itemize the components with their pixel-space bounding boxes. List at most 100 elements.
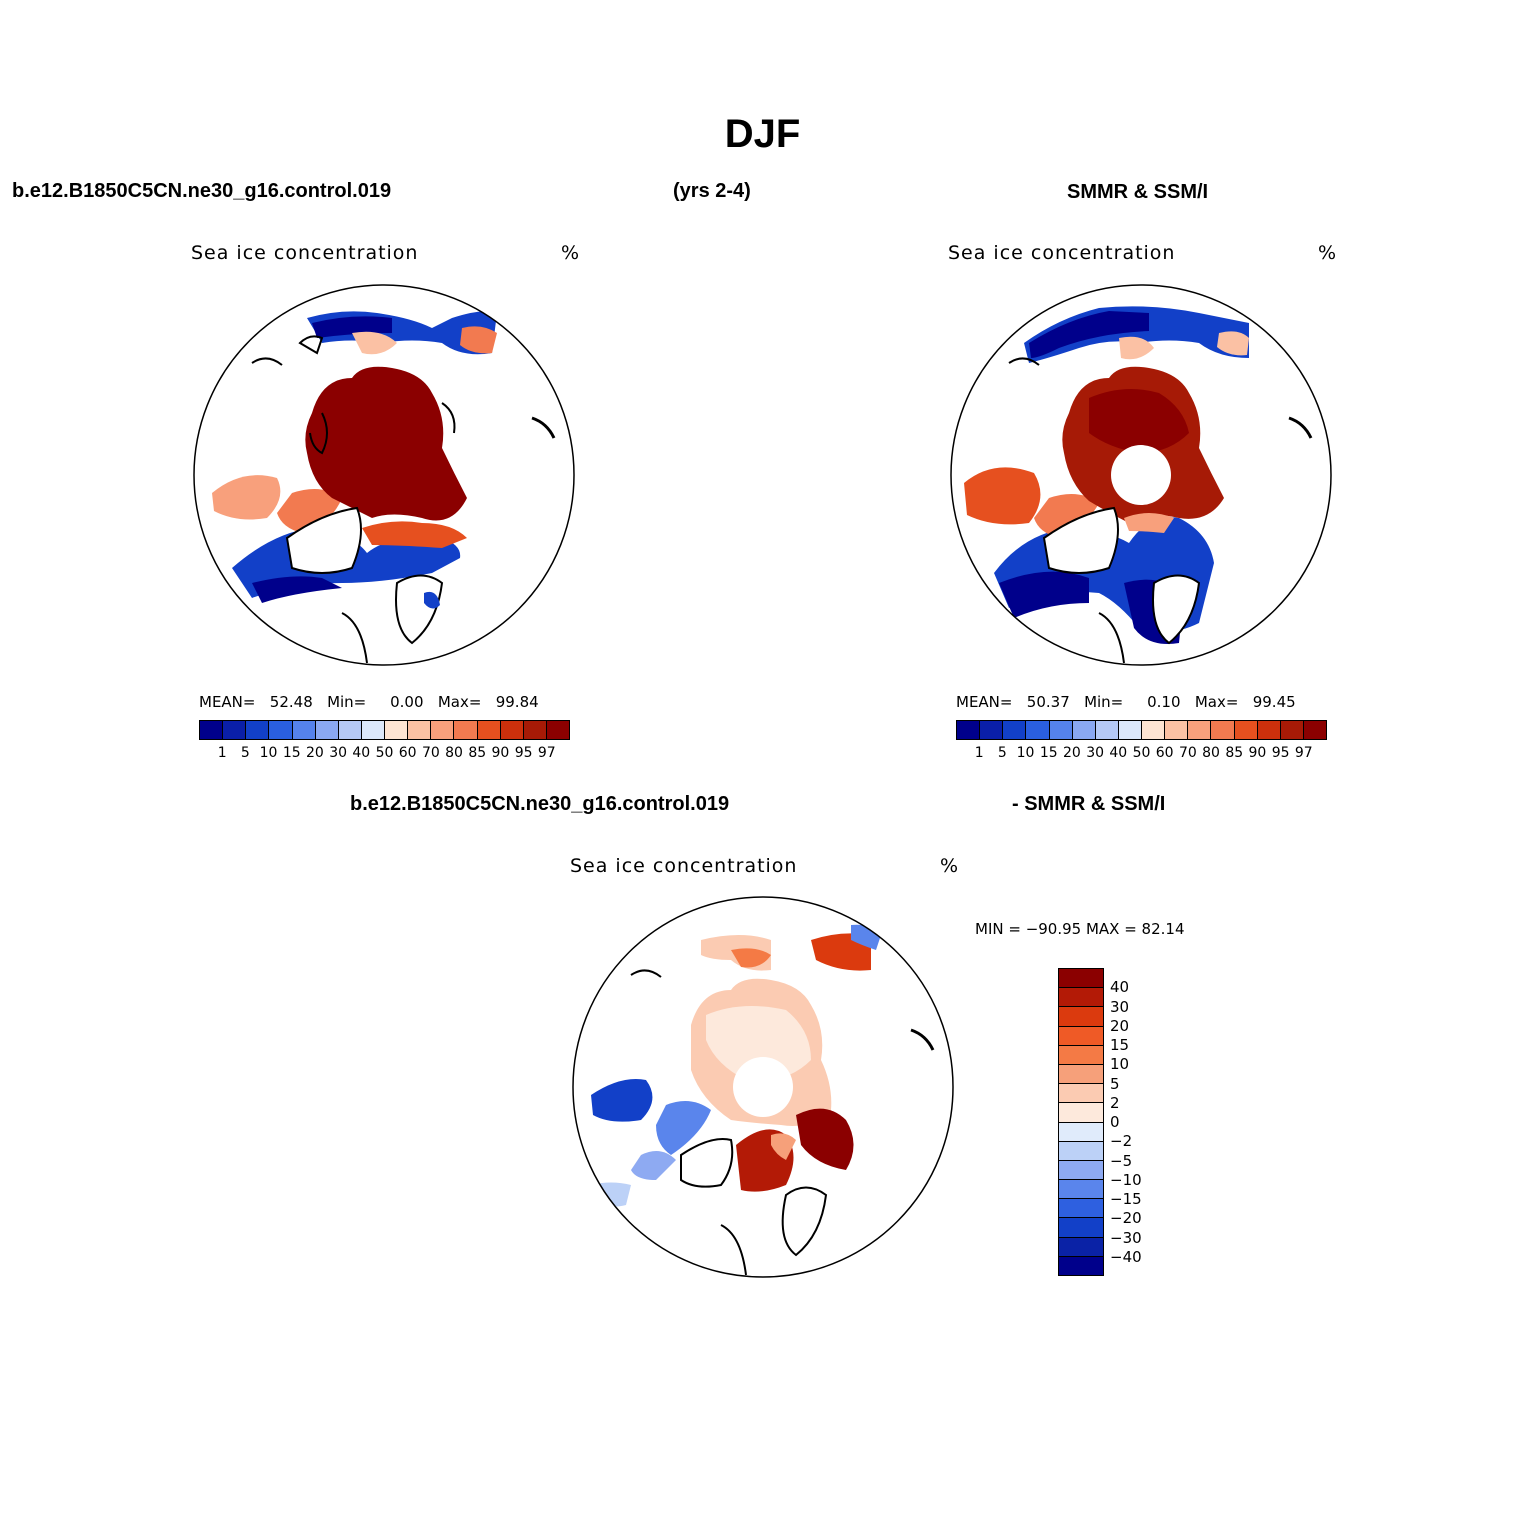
diff-colorbar-tick-label: −2 xyxy=(1110,1132,1133,1151)
colorbar-tick-label: 20 xyxy=(1063,745,1081,761)
colorbar-box xyxy=(1280,721,1304,739)
colorbar-box xyxy=(269,721,293,739)
colorbar-box xyxy=(454,721,478,739)
colorbar-box xyxy=(1303,721,1326,739)
diff-colorbar-box xyxy=(1059,1007,1103,1027)
diff-colorbar-tick-label: 20 xyxy=(1110,1016,1130,1035)
panel1-mean-label: MEAN= xyxy=(199,693,256,711)
colorbar-box xyxy=(408,721,432,739)
colorbar-box xyxy=(200,721,224,739)
diff-minmax: MIN = −90.95 MAX = 82.14 xyxy=(975,920,1185,938)
colorbar-tick-label: 1 xyxy=(974,745,984,761)
diff-colorbar xyxy=(1058,968,1104,1276)
panel1-polar-map xyxy=(193,284,575,666)
panel2-mean-value: 50.37 xyxy=(1026,693,1070,711)
colorbar-box xyxy=(500,721,524,739)
diff-colorbar-box xyxy=(1059,1026,1103,1046)
panel1-max-value: 99.84 xyxy=(495,693,539,711)
diff-colorbar-tick-label: 10 xyxy=(1110,1055,1130,1074)
panel1-central-ice xyxy=(305,366,467,521)
diff-colorbar-box xyxy=(1059,1122,1103,1142)
colorbar-tick-label: 30 xyxy=(1086,745,1105,761)
diff-colorbar-box xyxy=(1059,1084,1103,1104)
colorbar-box xyxy=(546,721,569,739)
colorbar-tick-label: 95 xyxy=(1271,745,1290,761)
colorbar-box xyxy=(1142,721,1166,739)
diff-colorbar-box xyxy=(1059,1256,1103,1275)
colorbar-box xyxy=(1257,721,1281,739)
colorbar-tick-label: 60 xyxy=(1155,745,1174,761)
colorbar-tick-label: 40 xyxy=(352,745,371,761)
colorbar-tick-label: 70 xyxy=(421,745,440,761)
panel1-mean-value: 52.48 xyxy=(269,693,313,711)
colorbar-box xyxy=(1118,721,1142,739)
years-header: (yrs 2-4) xyxy=(673,180,751,202)
obs-name-header: SMMR & SSM/I xyxy=(1067,181,1209,203)
diff-colorbar-tick-label: −10 xyxy=(1110,1170,1142,1189)
colorbar-box xyxy=(1003,721,1027,739)
panel1-units: % xyxy=(561,242,581,264)
diff-colorbar-labels: 40 30 20 15 10 5 2 0 −2 −5 −10 −15 −20 −30 −40 xyxy=(1110,968,1190,1276)
diff-colorbar-tick-label: 5 xyxy=(1110,1074,1120,1093)
colorbar-tick-label: 50 xyxy=(375,745,394,761)
colorbar-tick-label: 90 xyxy=(491,745,510,761)
colorbar-tick-label: 97 xyxy=(1294,745,1313,761)
colorbar-box xyxy=(1049,721,1073,739)
diff-panel-title: Sea ice concentration xyxy=(570,855,798,877)
colorbar-box xyxy=(523,721,547,739)
panel1-min-label: Min= xyxy=(327,693,367,711)
diff-colorbar-box xyxy=(1059,1064,1103,1085)
diff-obs-name-header: - SMMR & SSM/I xyxy=(1012,793,1166,815)
diff-colorbar-tick-label: 0 xyxy=(1110,1113,1120,1131)
colorbar-tick-label: 10 xyxy=(1016,745,1035,761)
panel2-stats: MEAN= 50.37 Min= 0.10 Max= 99.45 xyxy=(956,693,1296,711)
colorbar-box xyxy=(1211,721,1235,739)
colorbar-box xyxy=(477,721,501,739)
colorbar-box xyxy=(957,721,981,739)
diff-colorbar-box xyxy=(1059,1237,1103,1257)
diff-colorbar-tick-label: 30 xyxy=(1110,997,1130,1016)
diff-colorbar-box xyxy=(1059,969,1103,989)
diff-colorbar-box xyxy=(1059,1218,1103,1238)
diff-colorbar-tick-label: 40 xyxy=(1110,978,1130,997)
panel2-max-value: 99.45 xyxy=(1252,693,1296,711)
colorbar-tick-label: 30 xyxy=(329,745,348,761)
colorbar-tick-label: 60 xyxy=(398,745,417,761)
panel1-stats: MEAN= 52.48 Min= 0.00 Max= 99.84 xyxy=(199,693,539,711)
colorbar-tick-label: 95 xyxy=(514,745,533,761)
case-name-header: b.e12.B1850C5CN.ne30_g16.control.019 xyxy=(12,180,392,202)
diff-colorbar-box xyxy=(1059,1141,1103,1161)
diff-colorbar-tick-label: −5 xyxy=(1110,1151,1133,1170)
diff-colorbar-tick-label: −15 xyxy=(1110,1190,1142,1208)
panel2-max-label: Max= xyxy=(1194,693,1239,711)
panel2-units: % xyxy=(1318,242,1338,264)
colorbar-tick-label: 85 xyxy=(1225,745,1244,761)
colorbar-box xyxy=(385,721,409,739)
diff-colorbar-box xyxy=(1059,1045,1103,1065)
colorbar-box xyxy=(1234,721,1258,739)
diff-panel-units: % xyxy=(940,855,960,877)
panel2-polar-map xyxy=(950,284,1332,666)
colorbar-tick-label: 85 xyxy=(468,745,487,761)
colorbar-tick-label: 15 xyxy=(282,745,301,761)
panel2-min-label: Min= xyxy=(1084,693,1124,711)
colorbar-box xyxy=(980,721,1004,739)
colorbar-tick-label: 1 xyxy=(217,745,227,761)
colorbar-tick-label: 20 xyxy=(306,745,324,761)
colorbar-box xyxy=(431,721,455,739)
figure-title: DJF xyxy=(724,112,801,156)
colorbar-tick-label: 5 xyxy=(997,745,1007,761)
diff-colorbar-box xyxy=(1059,988,1103,1008)
panel2-pole-hole xyxy=(1111,445,1171,505)
colorbar-box xyxy=(1026,721,1050,739)
colorbar-tick-label: 5 xyxy=(240,745,250,761)
diff-pole-hole xyxy=(733,1057,793,1117)
colorbar-box xyxy=(223,721,247,739)
diff-colorbar-box xyxy=(1059,1160,1103,1181)
colorbar-box xyxy=(338,721,362,739)
panel1-colorbar-labels: 1 5 10 15 20 30 40 50 60 70 80 85 90 95 97 xyxy=(199,745,570,765)
colorbar-tick-label: 80 xyxy=(445,745,463,761)
colorbar-box xyxy=(315,721,339,739)
panel2-title: Sea ice concentration xyxy=(948,242,1176,264)
diff-colorbar-tick-label: −30 xyxy=(1110,1228,1142,1247)
